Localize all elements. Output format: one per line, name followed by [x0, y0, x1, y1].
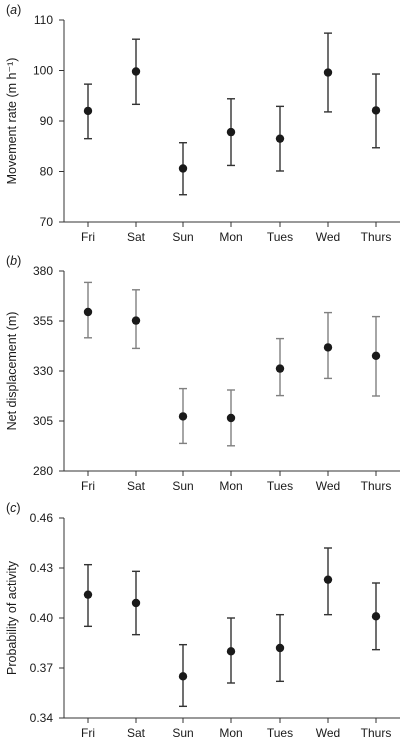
panel-label: (b) [6, 254, 21, 268]
data-point [371, 351, 381, 360]
x-tick-label: Thurs [361, 479, 392, 493]
y-tick-label: 0.46 [30, 511, 54, 525]
x-tick-label: Wed [316, 230, 340, 244]
data-point [131, 598, 141, 608]
data-point [275, 364, 285, 373]
data-point [226, 127, 236, 137]
y-tick-label: 355 [33, 314, 53, 328]
x-tick-label: Mon [219, 479, 242, 493]
x-tick-label: Fri [81, 479, 95, 493]
x-tick-label: Sun [172, 479, 193, 493]
y-tick-label: 110 [34, 13, 53, 27]
x-tick-label: Tues [267, 230, 293, 244]
y-tick-label: 280 [33, 464, 53, 478]
y-tick-label: 305 [33, 414, 53, 428]
panel-label: (c) [6, 501, 21, 515]
y-tick-label: 90 [40, 114, 54, 128]
x-tick-label: Sun [172, 230, 193, 244]
y-axis-title: Net displacement (m) [5, 312, 19, 431]
y-tick-label: 80 [40, 165, 54, 179]
chart-panel-1: 70 80 90 100 110 Fri Sat Sun Mon Tues Wed Thurs Move… [5, 3, 400, 244]
y-tick-label: 0.34 [30, 711, 54, 725]
y-axis-title: Movement rate (m h⁻¹) [5, 58, 19, 185]
x-tick-label: Fri [81, 726, 95, 739]
panel-label: (a) [6, 3, 21, 17]
x-tick-label: Fri [81, 230, 95, 244]
chart-panel-2: 280 305 330 355 380 Fri Sat Sun Mon Tues Wed Thurs N… [5, 254, 400, 493]
data-point [83, 307, 93, 317]
x-tick-label: Thurs [361, 726, 392, 739]
data-point [275, 134, 285, 143]
data-point [371, 612, 381, 621]
data-point [178, 164, 188, 173]
x-tick-label: Wed [316, 726, 340, 739]
x-tick-label: Wed [316, 479, 340, 493]
data-point [323, 575, 333, 584]
y-tick-label: 380 [33, 264, 53, 278]
y-tick-label: 330 [33, 364, 53, 378]
x-tick-label: Mon [219, 230, 242, 244]
data-point [275, 643, 285, 653]
x-tick-label: Mon [219, 726, 242, 739]
chart-panel-3: 0.34 0.37 0.40 0.43 0.46 Fri Sat Sun Mon Tues Wed T… [5, 501, 400, 740]
data-point [131, 316, 141, 325]
data-point [371, 106, 381, 115]
data-point [323, 68, 333, 77]
y-tick-label: 0.40 [30, 611, 54, 625]
y-tick-label: 100 [33, 64, 53, 78]
data-point [178, 412, 188, 421]
x-tick-label: Tues [267, 726, 293, 739]
y-tick-label: 0.43 [30, 561, 54, 575]
data-point [83, 590, 93, 599]
x-tick-label: Tues [267, 479, 293, 493]
data-point [178, 672, 188, 681]
data-point [131, 67, 141, 76]
x-tick-label: Sun [172, 726, 193, 739]
x-tick-label: Sat [127, 726, 146, 739]
data-point [226, 647, 236, 656]
data-point [226, 413, 236, 423]
y-tick-label: 0.37 [30, 661, 54, 675]
data-point [323, 343, 333, 352]
y-tick-label: 70 [40, 215, 54, 229]
x-tick-label: Thurs [361, 230, 392, 244]
y-axis-title: Probability of activity [5, 560, 19, 675]
x-tick-label: Sat [127, 230, 146, 244]
data-point [83, 106, 93, 116]
x-tick-label: Sat [127, 479, 146, 493]
